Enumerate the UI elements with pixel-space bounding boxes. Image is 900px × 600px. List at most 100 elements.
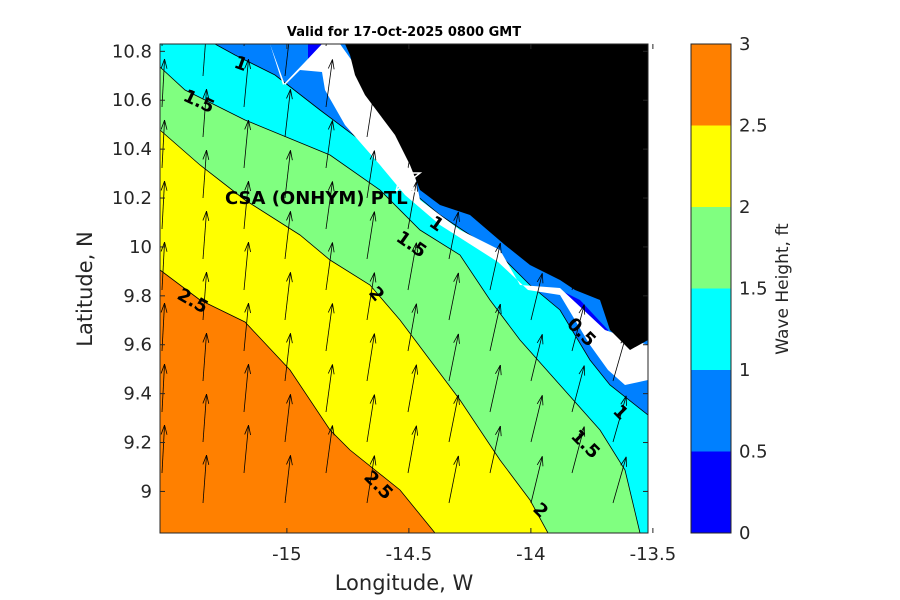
wave-vector-head (164, 58, 168, 69)
wave-vector-head (327, 59, 333, 69)
colorbar-tick-label: 3 (739, 34, 750, 55)
wave-vector-head (202, 454, 207, 465)
wave-vector (612, 456, 627, 504)
wave-vector-head (499, 243, 502, 254)
wave-vector-head (374, 211, 377, 222)
wave-vector (530, 90, 543, 138)
wave-vector (243, 59, 249, 108)
wave-vector-head (245, 0, 249, 7)
wave-vector-head (327, 120, 333, 130)
wave-vector (284, 394, 291, 443)
wave-vector-head (248, 303, 251, 314)
wave-vector-head (206, 211, 210, 221)
colorbar: 0 0.5 1 1.5 2 2.5 3 (690, 34, 768, 544)
colorbar-segment (691, 207, 731, 289)
wave-vector-head (286, 211, 291, 221)
wave-vector (366, 89, 375, 138)
wave-vector (612, 273, 627, 321)
wave-vector (530, 395, 543, 443)
colorbar-tick-label: 2 (739, 197, 750, 218)
colorbar-tick-label: 1.5 (739, 279, 768, 300)
colorbar-segment (691, 125, 731, 207)
wave-vector-head (541, 456, 544, 467)
wave-vector (161, 242, 165, 291)
wave-vector-head (290, 211, 293, 222)
wave-vector (571, 44, 573, 47)
wave-vector (612, 90, 627, 138)
x-tick-label: -15 (272, 544, 301, 565)
wave-vector-head (499, 304, 502, 315)
wave-vector (161, 120, 165, 169)
wave-vector (448, 44, 456, 77)
wave-vector-head (536, 90, 543, 100)
wave-vector-head (411, 425, 417, 435)
wave-vector-head (458, 211, 460, 222)
wave-vector (489, 304, 501, 352)
y-axis-label: Latitude, N (73, 231, 97, 347)
wave-vector (202, 333, 207, 382)
wave-vector-head (416, 59, 419, 70)
wave-vector-head (541, 334, 544, 345)
wave-vector-head (327, 364, 333, 374)
wave-vector-head (202, 271, 207, 282)
wave-vector (407, 303, 417, 352)
wave-vector-head (206, 89, 210, 99)
wave-vector-head (202, 88, 207, 99)
wave-vector-head (536, 212, 543, 222)
wave-vector (448, 455, 459, 504)
wave-vector-head (244, 303, 249, 313)
y-tick-label: 9.4 (123, 384, 152, 405)
wave-vector-head (453, 394, 459, 404)
wave-vector (325, 242, 333, 291)
wave-vector (161, 181, 165, 230)
wave-vector-head (495, 364, 501, 375)
wave-vector-head (160, 58, 165, 69)
wave-vector-head (327, 425, 333, 435)
wave-vector (366, 272, 375, 321)
wave-vector-head (244, 181, 249, 191)
wave-vector (448, 333, 459, 382)
wave-vector-head (248, 242, 251, 253)
x-tick-label: -14 (516, 544, 545, 565)
wave-vector (571, 121, 585, 169)
wave-vector (325, 425, 333, 474)
wave-vector (407, 242, 417, 291)
wave-vector-head (369, 211, 375, 221)
wave-vector-head (458, 333, 460, 344)
wave-vector-head (164, 241, 168, 252)
wave-vector-head (286, 150, 291, 160)
wave-vector (284, 44, 290, 77)
wave-vector-head (620, 90, 627, 100)
wave-vector (202, 44, 206, 77)
wave-vector-head (620, 456, 627, 466)
wave-vector-head (206, 272, 210, 282)
wave-vector (243, 120, 249, 169)
wave-vector-head (160, 424, 165, 435)
colorbar-segment (691, 451, 731, 533)
wave-vector-head (332, 0, 334, 8)
wave-vector-head (286, 455, 291, 465)
wave-vector (612, 151, 627, 199)
wave-vector (530, 273, 543, 321)
wave-vector-head (578, 365, 585, 375)
wave-vector (489, 60, 501, 108)
colorbar-segment (691, 288, 731, 370)
wave-vector-head (453, 333, 459, 343)
wave-vector-head (536, 151, 543, 161)
y-tick-label: 9.6 (123, 335, 152, 356)
wave-vector (612, 334, 627, 382)
wave-vector (161, 425, 165, 474)
wave-vector-head (290, 455, 293, 466)
wave-vector (530, 151, 543, 199)
wave-vector (407, 181, 417, 230)
wave-vector (571, 365, 585, 413)
x-axis-label: Longitude, W (335, 571, 474, 595)
wave-vector-head (206, 455, 210, 465)
wave-vector (530, 334, 543, 382)
wave-vector-head (248, 120, 251, 131)
wave-vector (366, 211, 375, 260)
x-ticks: -15 -14.5 -14 -13.5 (272, 44, 676, 565)
wave-vector-head (416, 242, 419, 253)
wave-vector-head (164, 119, 168, 130)
